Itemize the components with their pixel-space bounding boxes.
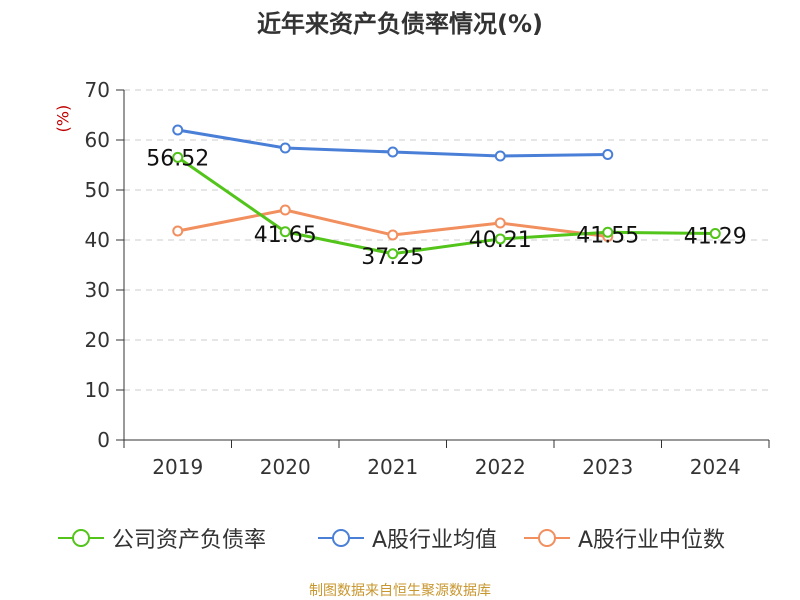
legend-marker-industry-avg — [318, 529, 364, 547]
data-label: 40.21 — [469, 228, 532, 253]
series-line — [176, 156, 716, 256]
data-point — [709, 228, 721, 240]
y-tick-label: 70 — [85, 78, 110, 102]
y-tick-label: 30 — [85, 278, 110, 302]
y-tick-label: 20 — [85, 328, 110, 352]
legend-item-company[interactable]: 公司资产负债率 — [58, 520, 266, 556]
data-point — [494, 217, 506, 229]
data-label: 56.52 — [146, 146, 209, 171]
data-point — [172, 225, 184, 237]
legend-label-industry-median: A股行业中位数 — [578, 528, 726, 553]
data-point — [279, 226, 291, 238]
data-point — [279, 142, 291, 154]
x-tick-label: 2024 — [690, 455, 741, 479]
data-point — [387, 146, 399, 158]
legend-label-industry-avg: A股行业均值 — [372, 528, 498, 553]
legend-item-industry-median[interactable]: A股行业中位数 — [524, 520, 725, 556]
data-point — [494, 150, 506, 162]
data-point — [602, 149, 614, 160]
legend-item-industry-avg[interactable]: A股行业均值 — [318, 520, 497, 556]
data-point — [387, 229, 399, 241]
x-tick-label: 2020 — [260, 455, 311, 479]
line-chart: 0 10 20 30 40 50 60 70 2019 2020 2021 2022 2023 2024 5… — [85, 78, 770, 479]
x-tick-label: 2023 — [582, 455, 633, 479]
chart-title: 近年来资产负债率情况(%) — [257, 10, 543, 38]
data-point — [279, 204, 291, 216]
legend: 公司资产负债率 A股行业均值 A股行业中位数 — [0, 520, 800, 556]
y-tick-label: 10 — [85, 378, 110, 402]
data-point — [602, 226, 614, 238]
data-label: 41.29 — [684, 225, 747, 250]
y-tick-label: 0 — [97, 428, 110, 452]
data-label: 41.65 — [254, 223, 317, 248]
legend-marker-company — [58, 529, 104, 547]
data-point — [172, 151, 184, 163]
y-tick-label: 50 — [85, 178, 110, 202]
data-source-note: 制图数据来自恒生聚源数据库 — [309, 583, 491, 599]
y-tick-label: 60 — [85, 128, 110, 152]
data-point — [172, 124, 184, 136]
x-tick-label: 2022 — [475, 455, 526, 479]
y-tick-label: 40 — [85, 228, 110, 252]
legend-marker-industry-median — [524, 529, 570, 547]
legend-label-company: 公司资产负债率 — [112, 528, 267, 553]
x-tick-label: 2019 — [152, 455, 203, 479]
data-label: 41.55 — [576, 223, 639, 248]
data-point — [494, 233, 506, 245]
data-label: 37.25 — [361, 245, 424, 270]
x-tick-label: 2021 — [367, 455, 418, 479]
data-point — [387, 248, 399, 260]
